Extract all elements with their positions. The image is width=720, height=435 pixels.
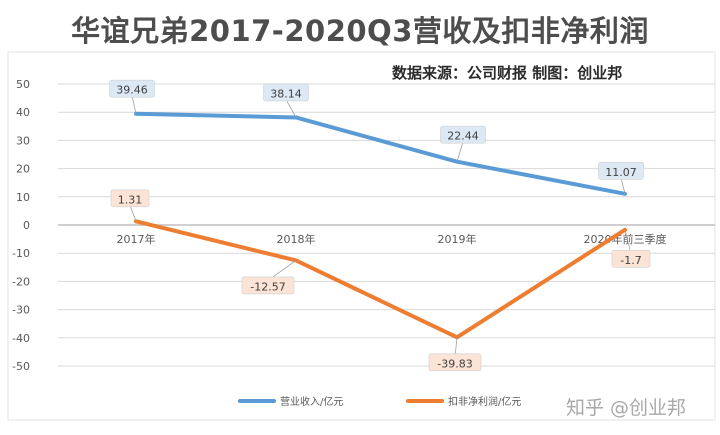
- data-label-leader: [456, 141, 464, 162]
- legend-label-revenue: 营业收入/亿元: [280, 395, 343, 408]
- data-label: -1.7: [620, 254, 641, 267]
- x-tick-label: 2018年: [277, 232, 316, 246]
- data-label: 39.46: [116, 84, 148, 97]
- y-tick-label: 50: [16, 78, 30, 91]
- data-label-box: [611, 249, 651, 268]
- legend-label-profit: 扣非净利润/亿元: [448, 395, 521, 408]
- y-tick-label: 20: [16, 163, 30, 176]
- data-label-box: [110, 189, 150, 208]
- revenue-line: [134, 111, 627, 196]
- y-tick-label: 40: [16, 106, 30, 119]
- data-label: -39.83: [437, 357, 472, 370]
- data-label-leader: [285, 99, 297, 118]
- data-label-leader: [129, 205, 137, 222]
- y-tick-label: -20: [12, 275, 30, 288]
- data-label-box: [263, 83, 309, 102]
- data-label: 1.31: [118, 193, 143, 206]
- data-label: 22.44: [447, 130, 479, 143]
- y-tick-label: 0: [23, 219, 30, 232]
- chart-border: [7, 51, 716, 421]
- data-label-box: [109, 79, 155, 98]
- y-tick-label: 30: [16, 134, 30, 147]
- watermark: 知乎 @创业邦: [566, 397, 687, 419]
- data-source-note: 数据来源：公司财报 制图：创业邦: [392, 64, 623, 82]
- x-tick-label: 2017年: [117, 232, 156, 246]
- data-label-leader: [624, 229, 632, 254]
- x-tick-label: 2019年: [438, 232, 477, 246]
- data-label: -12.57: [250, 280, 285, 293]
- profit-line: [134, 219, 627, 340]
- data-label-leader: [620, 177, 626, 194]
- chart-title: 华谊兄弟2017-2020Q3营收及扣非净利润: [71, 14, 649, 48]
- y-tick-label: -30: [12, 304, 30, 317]
- data-label-leader: [131, 95, 137, 114]
- x-tick-label: 2020年前三季度: [584, 232, 667, 246]
- data-label-box: [428, 353, 482, 372]
- data-label-box: [440, 125, 486, 144]
- data-label: 38.14: [270, 87, 302, 100]
- data-label-box: [241, 276, 295, 295]
- y-tick-label: -40: [12, 332, 30, 345]
- y-tick-label: -50: [12, 360, 30, 373]
- data-label-box: [598, 161, 644, 180]
- data-label: 11.07: [605, 166, 637, 179]
- y-tick-label: -10: [12, 247, 30, 260]
- y-tick-label: 10: [16, 191, 30, 204]
